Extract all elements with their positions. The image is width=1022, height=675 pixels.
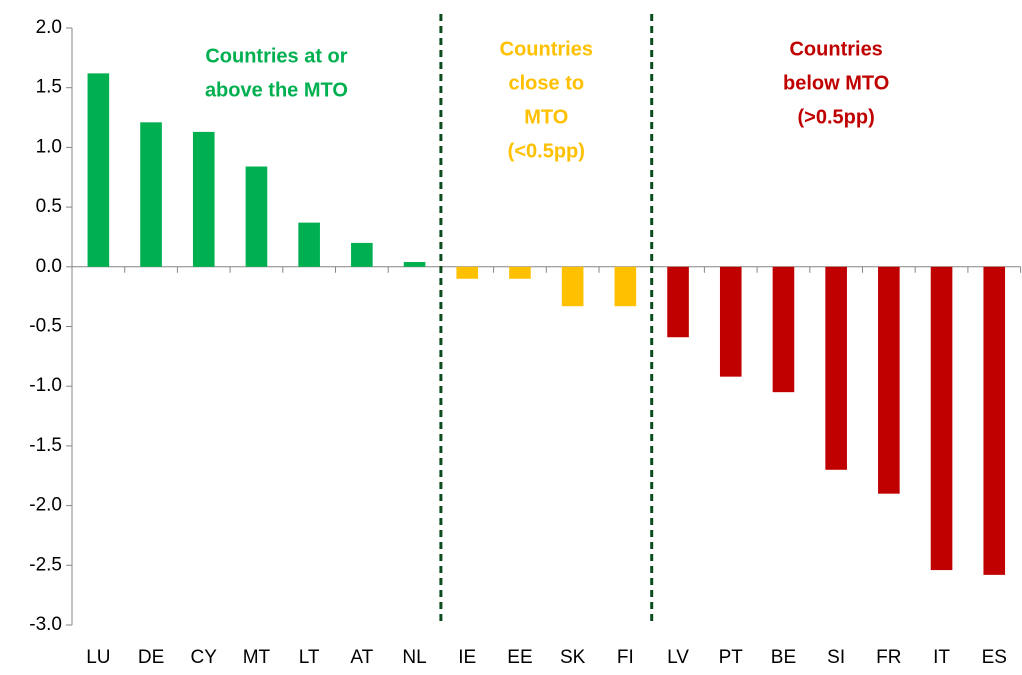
x-tick-label: PT [719, 647, 744, 668]
y-tick-label: 0.0 [36, 256, 62, 277]
x-tick-label: AT [350, 647, 373, 668]
x-tick-label: SK [560, 647, 586, 668]
bar [456, 266, 479, 279]
bar [561, 266, 584, 307]
y-tick-label: 0.5 [36, 196, 62, 217]
x-tick-label: FI [617, 647, 634, 668]
x-tick-label: IE [458, 647, 476, 668]
annotation: below MTO [783, 72, 889, 94]
annotation: above the MTO [205, 79, 348, 101]
bar [930, 266, 953, 571]
y-tick-label: -3.0 [29, 614, 62, 635]
x-tick-label: LU [86, 647, 110, 668]
bar [403, 262, 426, 267]
bar [878, 266, 900, 494]
bar [719, 266, 742, 377]
bar [983, 266, 1006, 575]
annotation: MTO [524, 106, 568, 128]
bar [140, 122, 162, 267]
annotation: Countries at or [205, 45, 347, 67]
y-tick-label: 2.0 [36, 17, 62, 38]
x-tick-label: BE [771, 647, 796, 668]
y-tick-label: -2.5 [29, 554, 62, 575]
bar [87, 73, 110, 267]
bar [667, 266, 689, 338]
x-tick-label: EE [507, 647, 532, 668]
annotation: close to [509, 72, 585, 94]
x-tick-label: IT [933, 647, 950, 668]
annotation: Countries [500, 38, 593, 60]
bar [825, 266, 847, 470]
x-tick-label: SI [827, 647, 845, 668]
annotation: (<0.5pp) [508, 140, 585, 162]
annotation: Countries [789, 38, 882, 60]
bar [772, 266, 795, 393]
y-tick-label: -2.0 [29, 495, 62, 516]
x-tick-label: LV [667, 647, 689, 668]
bar [509, 266, 531, 279]
bar [192, 131, 215, 267]
x-tick-label: MT [243, 647, 271, 668]
y-tick-label: 1.5 [36, 77, 62, 98]
x-tick-label: ES [982, 647, 1007, 668]
bar [351, 242, 373, 267]
bar [245, 166, 268, 267]
x-tick-label: FR [876, 647, 901, 668]
bar [614, 266, 637, 307]
x-tick-label: DE [138, 647, 164, 668]
x-tick-label: CY [191, 647, 218, 668]
y-tick-label: 1.0 [36, 136, 62, 157]
y-tick-label: -1.5 [29, 435, 62, 456]
y-tick-label: -0.5 [29, 316, 62, 337]
annotation: (>0.5pp) [798, 106, 875, 128]
y-tick-label: -1.0 [29, 375, 62, 396]
bar [298, 222, 320, 267]
x-tick-label: NL [402, 647, 426, 668]
x-tick-label: LT [299, 647, 320, 668]
